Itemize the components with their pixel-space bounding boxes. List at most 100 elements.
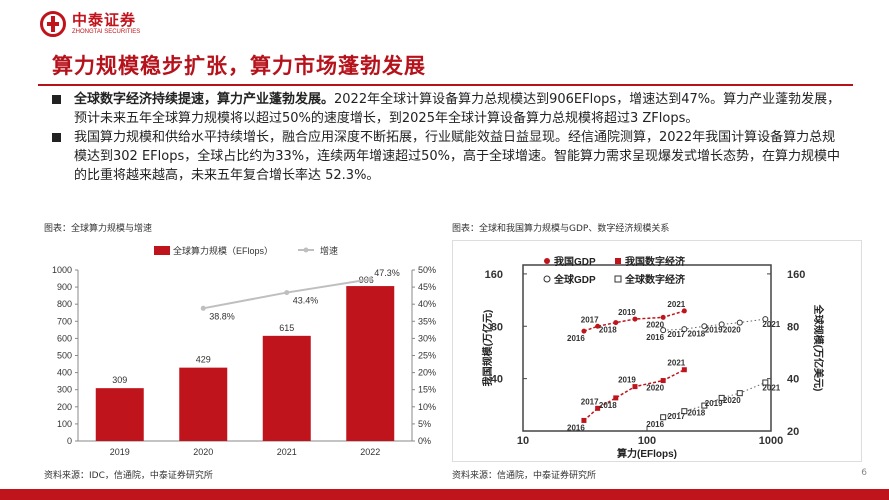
left-tick-label: 100	[57, 419, 72, 429]
legend-bar-label: 全球算力规模（EFlops）	[173, 245, 273, 256]
x-axis-label: 算力(EFlops)	[616, 447, 677, 460]
data-point	[736, 319, 743, 326]
title-divider	[38, 84, 853, 86]
growth-point	[367, 276, 373, 282]
x-tick-label: 10	[517, 435, 529, 447]
right-tick-label: 30%	[418, 333, 436, 343]
data-point	[632, 384, 638, 390]
data-point	[681, 326, 688, 333]
x-tick-label: 1000	[759, 435, 783, 447]
right-tick-label: 15%	[418, 385, 436, 395]
point-year-label: 2018	[687, 409, 705, 418]
growth-label: 43.4%	[293, 296, 319, 306]
logo-name-en: ZHONGTAI SECURITIES	[72, 29, 141, 35]
gdp-relation-svg: 10 100 1000 算力(EFlops) 40 80 160 20 40 80 160 我国规模(…	[481, 255, 825, 460]
data-point	[660, 314, 666, 320]
data-point	[681, 367, 687, 373]
right-tick-label: 50%	[418, 265, 436, 275]
legend-line-label: 增速	[320, 245, 338, 256]
point-year-label: 2020	[723, 396, 741, 405]
series-trend-line	[663, 382, 766, 418]
point-year-label: 2018	[687, 329, 705, 338]
bullet-2-text: 我国算力规模和供给水平持续增长，融合应用深度不断拓展，行业赋能效益日益显现。经信…	[74, 130, 841, 183]
bullet-item-1: 全球数字经济持续提速，算力产业蓬勃发展。2022年全球计算设备算力总规模达到90…	[52, 90, 842, 128]
company-logo: 中泰证券 ZHONGTAI SECURITIES	[40, 8, 190, 40]
left-chart-caption: 图表：全球算力规模与增速	[44, 224, 153, 234]
left-tick-label: 80	[491, 321, 503, 333]
plot-frame	[522, 264, 772, 432]
data-point	[613, 320, 619, 326]
legend-marker	[615, 258, 621, 264]
x-tick-label: 2019	[110, 447, 130, 457]
legend-bar-swatch	[154, 246, 170, 255]
data-point	[595, 323, 601, 329]
x-tick-label: 2021	[277, 447, 297, 457]
left-tick-label: 600	[57, 333, 72, 343]
data-point	[581, 417, 587, 423]
point-year-label: 2020	[723, 326, 741, 335]
bottom-brand-bar	[0, 489, 889, 500]
left-tick-label: 900	[57, 282, 72, 292]
legend-label: 全球GDP	[553, 273, 596, 286]
point-year-label: 2017	[667, 330, 685, 339]
left-tick-label: 160	[485, 269, 503, 281]
page-number: 6	[861, 468, 867, 478]
right-tick-label: 40	[787, 374, 799, 386]
left-tick-label: 40	[491, 374, 503, 386]
left-y-axis-label: 我国规模(万亿元)	[481, 310, 494, 387]
right-tick-label: 0%	[418, 436, 431, 446]
left-tick-label: 400	[57, 368, 72, 378]
bullet-1-text: 2022年全球计算设备算力总规模达到906EFlops，增速达到47%。算力产业…	[74, 92, 841, 126]
data-point	[681, 308, 687, 314]
series-trend-line	[663, 318, 766, 331]
point-year-label: 2020	[646, 384, 664, 393]
left-tick-label: 0	[67, 436, 72, 446]
data-point	[762, 316, 769, 323]
right-tick-label: 35%	[418, 316, 436, 326]
legend-marker	[543, 275, 551, 283]
point-year-label: 2021	[667, 359, 685, 368]
point-year-label: 2021	[762, 320, 780, 329]
right-chart-caption: 图表：全球和我国算力规模与GDP、数字经济规模关系	[452, 224, 670, 234]
left-tick-label: 700	[57, 316, 72, 326]
legend-label: 我国数字经济	[625, 255, 686, 268]
data-point	[632, 316, 638, 322]
left-chart-source: 资料来源：IDC，信通院，中泰证券研究所	[44, 471, 213, 481]
x-tick-label: 2020	[193, 447, 213, 457]
right-tick-label: 20	[787, 426, 799, 438]
data-point	[701, 402, 708, 409]
growth-point	[284, 290, 290, 296]
data-point	[736, 390, 743, 397]
data-point	[660, 414, 667, 421]
data-point	[681, 408, 688, 415]
global-compute-svg: 全球算力规模（EFlops） 增速 0 100 200 300 400 500 600 700 8…	[52, 245, 436, 457]
data-point	[581, 328, 587, 334]
bar	[95, 388, 144, 441]
point-year-label: 2019	[618, 308, 636, 317]
right-tick-label: 160	[787, 269, 805, 281]
data-point	[660, 327, 667, 334]
right-tick-label: 80	[787, 321, 799, 333]
point-year-label: 2017	[667, 412, 685, 421]
point-year-label: 2016	[646, 333, 664, 342]
bar	[179, 367, 228, 441]
bar-value-label: 615	[279, 323, 294, 333]
bullet-square-icon	[52, 133, 61, 142]
right-chart-source: 资料来源：信通院，中泰证券研究所	[452, 471, 597, 481]
point-year-label: 2017	[581, 315, 599, 324]
point-year-label: 2020	[646, 320, 664, 329]
left-tick-label: 800	[57, 299, 72, 309]
bullet-list: 全球数字经济持续提速，算力产业蓬勃发展。2022年全球计算设备算力总规模达到90…	[52, 90, 842, 185]
point-year-label: 2017	[581, 397, 599, 406]
left-tick-label: 200	[57, 402, 72, 412]
point-year-label: 2021	[762, 384, 780, 393]
data-point	[718, 394, 725, 401]
point-year-label: 2018	[599, 326, 617, 335]
point-year-label: 2019	[705, 399, 723, 408]
right-tick-label: 45%	[418, 282, 436, 292]
point-year-label: 2016	[567, 334, 585, 343]
bar-value-label: 309	[112, 375, 127, 385]
right-tick-label: 40%	[418, 299, 436, 309]
point-year-label: 2018	[599, 401, 617, 410]
right-tick-label: 10%	[418, 402, 436, 412]
